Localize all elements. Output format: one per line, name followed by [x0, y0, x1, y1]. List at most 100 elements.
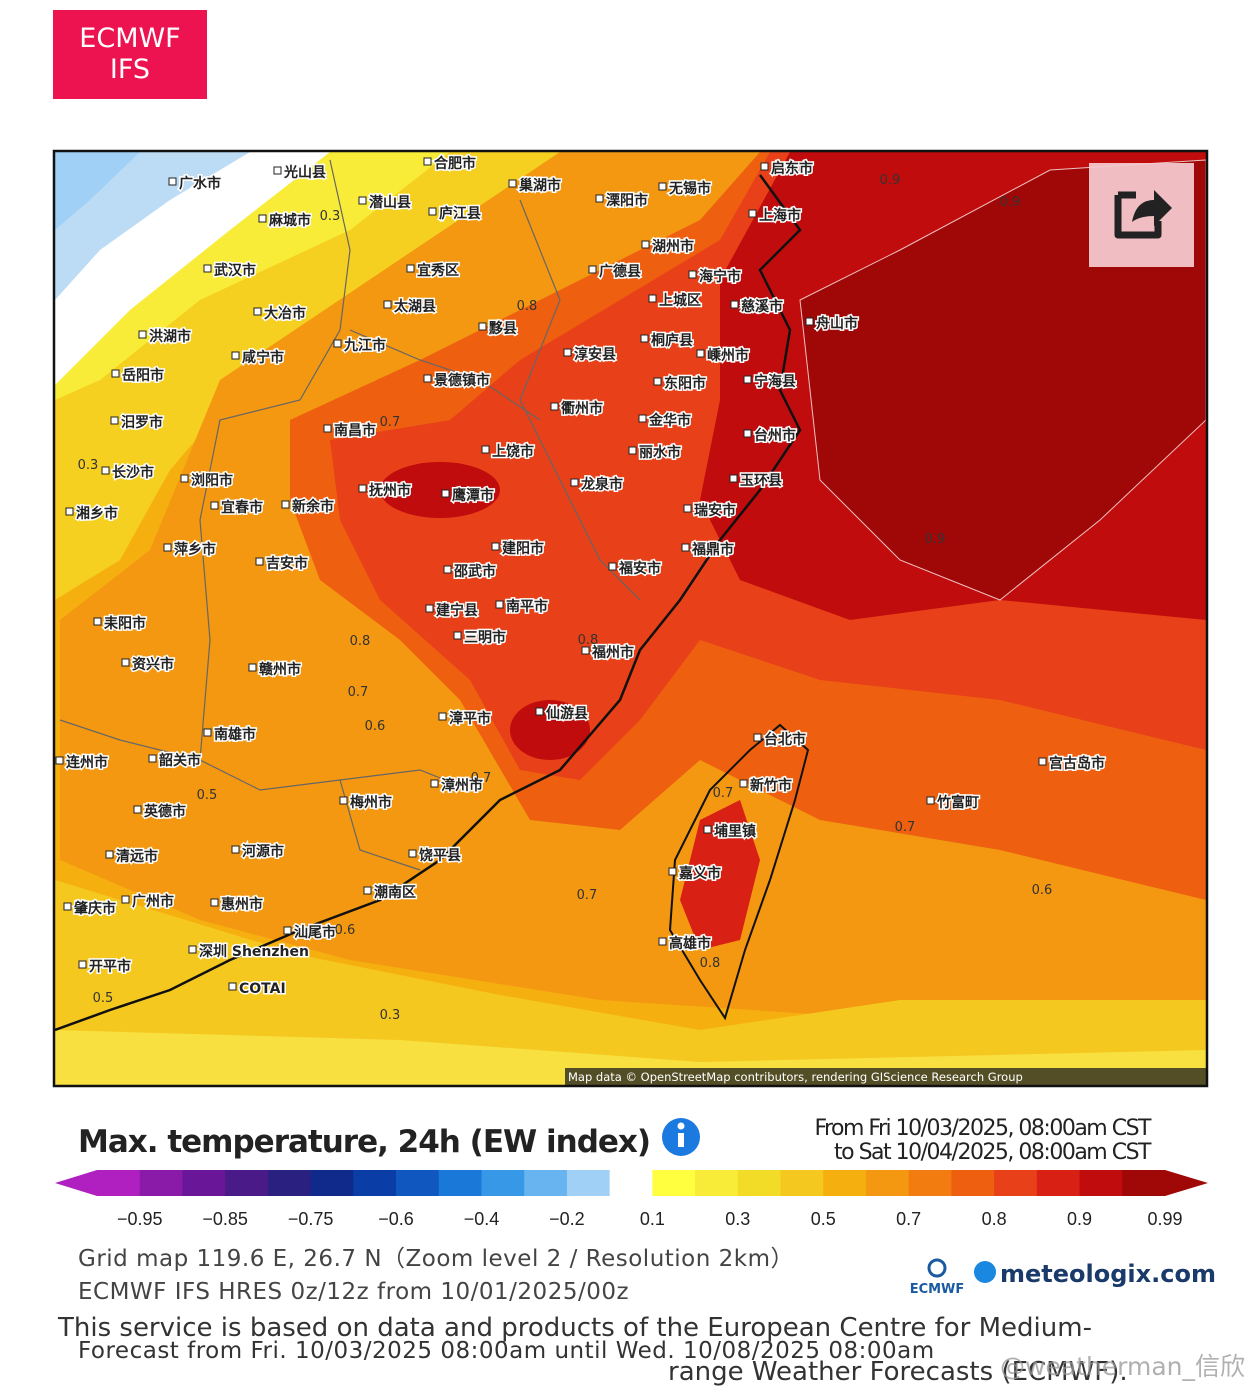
place-label: 韶关市 — [159, 752, 201, 769]
contour-label: 0.5 — [93, 991, 114, 1006]
place-marker — [210, 501, 219, 510]
place-label: 太湖县 — [394, 298, 436, 315]
place-label: 梅州市 — [350, 794, 392, 811]
place-marker — [406, 264, 415, 273]
place-label: 麻城市 — [268, 212, 311, 229]
place-label: 高雄市 — [669, 935, 711, 952]
colorbar-segment — [225, 1170, 269, 1196]
colorbar-segment — [1079, 1170, 1123, 1196]
place-label: 河源市 — [242, 843, 284, 860]
place-marker — [1038, 757, 1047, 766]
badge — [53, 10, 207, 99]
place-label: 景德镇市 — [434, 372, 490, 389]
place-label: 淳安县 — [574, 346, 616, 363]
place-label: 巢湖市 — [518, 177, 561, 194]
place-label: 英德市 — [143, 803, 186, 820]
place-marker — [570, 478, 579, 487]
colorbar-tick-label: −0.85 — [202, 1209, 248, 1229]
colorbar-tick-label: 0.5 — [811, 1209, 836, 1229]
place-label: 萍乡市 — [174, 541, 216, 558]
share-button[interactable] — [1089, 163, 1194, 267]
place-label: 汕尾市 — [294, 924, 336, 941]
place-marker — [383, 300, 392, 309]
place-marker — [423, 157, 432, 166]
colorbar-tick-label: 0.8 — [982, 1209, 1007, 1229]
place-label: 广州市 — [132, 893, 174, 910]
place-label: 肇庆市 — [74, 900, 116, 917]
place-marker — [168, 177, 177, 186]
contour-label: 0.7 — [471, 771, 492, 786]
model-info: ECMWF IFS HRES 0z/12z from 10/01/2025/00… — [78, 1279, 629, 1305]
place-label: 桐庐县 — [651, 332, 693, 349]
place-label: 大冶市 — [264, 305, 306, 322]
place-label: 光山县 — [283, 164, 326, 181]
legend-title: Max. temperature, 24h (EW index) — [78, 1124, 650, 1160]
place-label: 抚州市 — [369, 482, 411, 499]
place-marker — [138, 330, 147, 339]
forecast-range: Forecast from Fri. 10/03/2025 08:00am un… — [78, 1338, 935, 1364]
place-marker — [743, 375, 752, 384]
place-marker — [105, 850, 114, 859]
contour-label: 0.8 — [517, 299, 538, 314]
place-marker — [425, 604, 434, 613]
place-marker — [641, 240, 650, 249]
place-label: 宜春市 — [221, 499, 263, 516]
colorbar-segment — [951, 1170, 995, 1196]
colorbar-tick-label: 0.9 — [1067, 1209, 1092, 1229]
place-marker — [628, 446, 637, 455]
place-label: 埔里镇 — [714, 823, 756, 840]
colorbar-segment — [609, 1170, 653, 1196]
place-label: 开平市 — [89, 958, 131, 975]
period: From Fri 10/03/2025, 08:00am CST — [814, 1116, 1152, 1141]
place-label: 福安市 — [618, 560, 661, 577]
badge-line: ECMWF — [79, 23, 180, 54]
colorbar-tick-label: 0.3 — [725, 1209, 750, 1229]
colorbar-segment — [481, 1170, 525, 1196]
place-marker — [339, 796, 348, 805]
place-label: 建阳市 — [502, 540, 544, 557]
contour-label: 0.7 — [380, 415, 401, 430]
place-label: 赣州市 — [259, 661, 301, 678]
place-label: 深圳 Shenzhen — [199, 943, 309, 960]
contour-label: 0.7 — [348, 685, 369, 700]
contour-label: 0.7 — [713, 786, 734, 801]
place-marker — [163, 543, 172, 552]
place-marker — [443, 565, 452, 574]
place-label: 武汉市 — [214, 262, 256, 279]
place-label: 无锡市 — [668, 180, 711, 197]
place-marker — [408, 849, 417, 858]
contour-label: 0.9 — [880, 173, 901, 188]
meteologix-mark — [974, 1261, 996, 1283]
place-marker — [133, 805, 142, 814]
place-marker — [478, 322, 487, 331]
place-label: 湖州市 — [652, 238, 694, 255]
place-label: 汨罗市 — [121, 414, 163, 431]
place-label: 海宁市 — [699, 268, 741, 285]
colorbar-segment — [737, 1170, 782, 1196]
place-marker — [638, 414, 647, 423]
place-label: 上饶市 — [492, 443, 534, 460]
place-label: 东阳市 — [664, 375, 706, 392]
place-marker — [481, 445, 490, 454]
contour-label: 0.3 — [380, 1008, 401, 1023]
colorbar-segment — [267, 1170, 312, 1196]
place-label: 湘乡市 — [76, 505, 118, 522]
place-label: 台北市 — [764, 731, 806, 748]
place-label: 黟县 — [489, 320, 517, 337]
place-label: 新竹市 — [750, 777, 792, 794]
contour-label: 0.7 — [895, 820, 916, 835]
place-label: 金华市 — [648, 412, 691, 429]
place-marker — [550, 402, 559, 411]
place-label: 惠州市 — [221, 896, 263, 913]
place-marker — [730, 300, 739, 309]
contour-label: 0.3 — [78, 458, 99, 473]
place-label: 舟山市 — [816, 315, 858, 332]
place-marker — [805, 317, 814, 326]
colorbar-segment — [908, 1170, 952, 1196]
info-icon[interactable] — [662, 1118, 700, 1156]
place-marker — [535, 707, 544, 716]
place-label: 清远市 — [116, 848, 158, 865]
place-marker — [333, 339, 342, 348]
ecmwf-mark — [927, 1258, 947, 1278]
